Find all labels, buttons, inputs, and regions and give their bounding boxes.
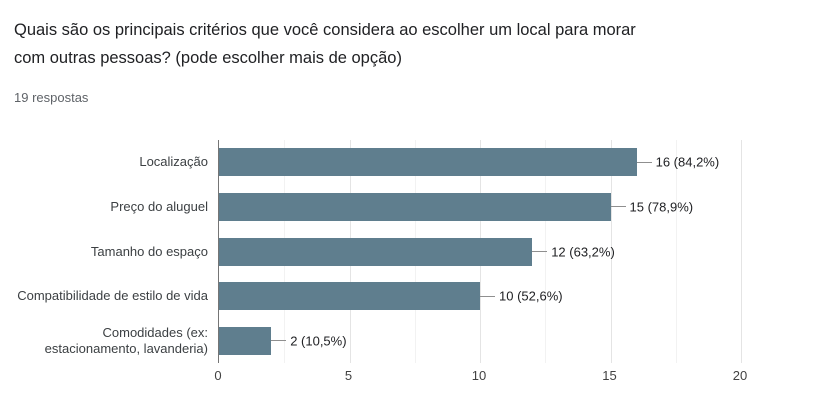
major-gridline bbox=[741, 140, 742, 363]
leader-line-4 bbox=[271, 340, 287, 342]
x-tick-label-3: 15 bbox=[602, 368, 617, 383]
bar-value-label-1: 15 (78,9%) bbox=[629, 199, 694, 215]
x-tick-label-2: 10 bbox=[471, 368, 487, 383]
question-title: Quais são os principais critérios que vo… bbox=[14, 21, 636, 67]
bar-3 bbox=[219, 282, 480, 311]
minor-gridline bbox=[675, 140, 677, 363]
category-label-3: Compatibilidade de estilo de vida bbox=[17, 288, 208, 304]
leader-line-1 bbox=[610, 206, 626, 208]
bar-1 bbox=[219, 192, 611, 221]
category-label-4: Comodidades (ex: estacionamento, lavande… bbox=[44, 324, 208, 356]
bar-value-label-4: 2 (10,5%) bbox=[290, 333, 347, 349]
major-gridline bbox=[610, 140, 612, 363]
bar-value-label-2: 12 (63,2%) bbox=[551, 244, 615, 259]
leader-line-2 bbox=[532, 251, 548, 252]
leader-line-0 bbox=[636, 161, 652, 163]
responses-count: 19 respostas bbox=[14, 90, 89, 105]
bar-4 bbox=[219, 326, 272, 355]
x-tick-label-4: 20 bbox=[732, 368, 748, 383]
bar-0 bbox=[219, 148, 637, 177]
x-tick-label-0: 0 bbox=[214, 368, 222, 383]
bar-value-label-0: 16 (84,2%) bbox=[655, 154, 720, 170]
category-label-0: Localização bbox=[139, 154, 208, 170]
category-label-1: Preço do aluguel bbox=[110, 198, 208, 214]
bar-2 bbox=[219, 237, 533, 266]
bar-value-label-3: 10 (52,6%) bbox=[499, 288, 563, 304]
leader-line-3 bbox=[480, 295, 495, 297]
bar-chart-plot-area: 16 (84,2%) 15 (78,9%) 12 (63,2%) 10 (52,6%)… bbox=[218, 140, 742, 363]
x-tick-label-1: 5 bbox=[344, 368, 353, 383]
category-label-2: Tamanho do espaço bbox=[90, 243, 208, 259]
